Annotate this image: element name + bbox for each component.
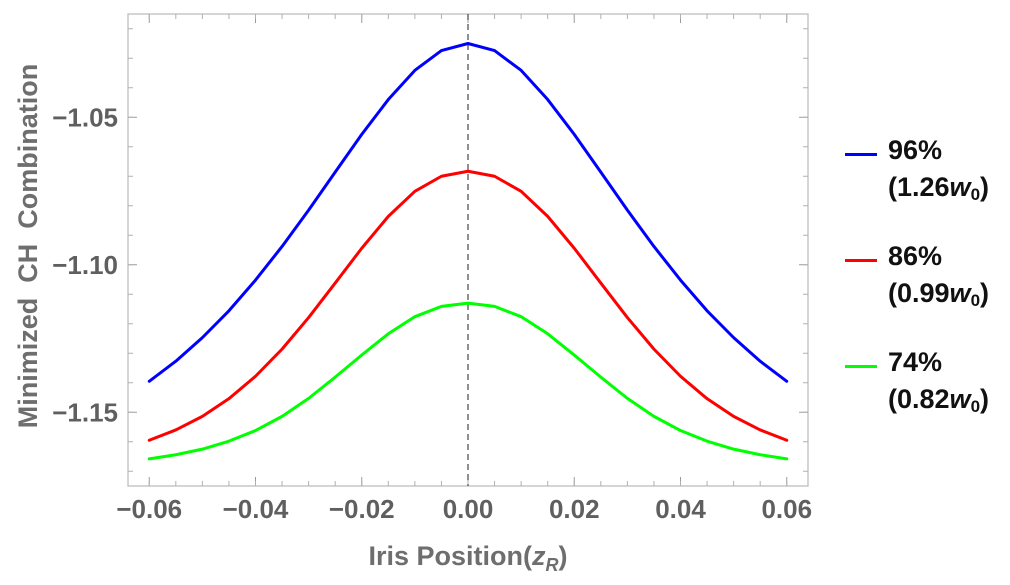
x-axis-label: Iris Position(zR) — [368, 541, 567, 575]
tick-marks — [128, 14, 808, 486]
y-tick-label: −1.05 — [52, 102, 118, 132]
legend-width: (0.99w0) — [888, 278, 990, 310]
x-tick-label: −0.02 — [329, 494, 395, 524]
legend-percent: 86% — [888, 241, 943, 271]
legend-item-96: 96% (1.26w0) — [842, 132, 1010, 238]
legend-label: 86% (0.99w0) — [888, 238, 989, 319]
x-tick-label: 0.02 — [549, 494, 600, 524]
legend-width: (1.26w0) — [888, 172, 990, 204]
x-tick-label: 0.06 — [761, 494, 812, 524]
y-tick-labels: −1.05 −1.10 −1.15 — [52, 102, 118, 427]
legend-item-74: 74% (0.82w0) — [842, 344, 1010, 450]
legend: 96% (1.26w0) 86% (0.99w0) 74% (0.82w0) — [842, 132, 1010, 450]
x-tick-label: 0.04 — [655, 494, 706, 524]
legend-percent: 74% — [888, 347, 943, 377]
series-lines — [147, 42, 789, 461]
legend-label: 96% (1.26w0) — [888, 132, 989, 213]
legend-width: (0.82w0) — [888, 384, 990, 416]
series-line-86 — [147, 169, 789, 442]
x-tick-labels: −0.06 −0.04 −0.02 0.00 0.02 0.04 0.06 — [116, 494, 812, 524]
x-tick-label: −0.06 — [116, 494, 182, 524]
legend-swatch-blue — [845, 153, 877, 156]
series-line-74 — [147, 301, 789, 461]
y-axis-label: Minimized CH Combination — [13, 64, 43, 429]
legend-item-86: 86% (0.99w0) — [842, 238, 1010, 344]
legend-swatch-green — [845, 365, 877, 368]
series-line-96 — [147, 42, 789, 383]
legend-swatch-red — [845, 259, 877, 262]
x-tick-label: 0.00 — [443, 494, 494, 524]
x-tick-label: −0.04 — [223, 494, 289, 524]
legend-percent: 96% — [888, 135, 943, 165]
legend-label: 74% (0.82w0) — [888, 344, 989, 425]
y-tick-label: −1.15 — [52, 397, 118, 427]
y-tick-label: −1.10 — [52, 250, 118, 280]
